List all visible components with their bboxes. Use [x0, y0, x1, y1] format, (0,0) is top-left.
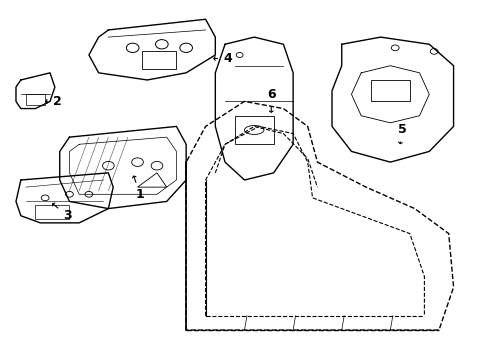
Text: 6: 6 [266, 88, 275, 112]
Text: 5: 5 [397, 123, 406, 144]
Text: 1: 1 [132, 176, 144, 201]
Text: 4: 4 [213, 52, 231, 65]
Text: 2: 2 [46, 95, 61, 108]
Text: 3: 3 [52, 203, 71, 222]
